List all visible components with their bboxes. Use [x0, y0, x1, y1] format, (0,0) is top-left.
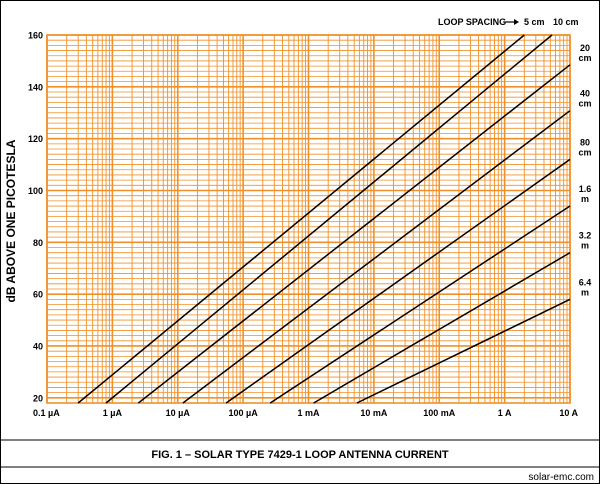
x-tick-label: 10 µA	[166, 408, 191, 418]
series-line	[77, 34, 525, 404]
y-axis-label: dB ABOVE ONE PICOTESLA	[4, 139, 18, 302]
series-line	[182, 110, 571, 404]
series-line	[105, 34, 553, 404]
legend-arrow	[505, 19, 519, 25]
series-line	[225, 158, 571, 404]
y-tick-label: 40	[33, 341, 43, 351]
loop-spacing-lines	[77, 34, 571, 404]
x-tick-label: 1 mA	[297, 408, 320, 418]
series-line	[137, 64, 571, 404]
series-label: 6.4 m	[579, 277, 592, 297]
grid	[46, 34, 571, 404]
series-label: 1.6 m	[579, 184, 592, 204]
figure-caption: FIG. 1 – SOLAR TYPE 7429-1 LOOP ANTENNA …	[151, 449, 449, 461]
y-tick-label: 80	[33, 238, 43, 248]
y-tick-label: 60	[33, 290, 43, 300]
series-label: 80 cm	[578, 137, 591, 157]
series-line	[269, 205, 571, 404]
legend-title: LOOP SPACING	[438, 17, 506, 27]
x-tick-label: 100 µA	[229, 408, 259, 418]
x-tick-label: 0.1 µA	[33, 408, 60, 418]
y-tick-label: 140	[28, 82, 43, 92]
series-line	[356, 298, 571, 404]
y-tick-label: 160	[28, 31, 43, 41]
x-tick-label: 100 mA	[423, 408, 456, 418]
y-tick-label: 20	[33, 393, 43, 403]
series-label: 3.2 m	[579, 231, 592, 251]
x-tick-label: 10 A	[559, 408, 578, 418]
x-tick-label: 1 A	[498, 408, 512, 418]
series-label: 20 cm	[578, 43, 591, 63]
x-tick-labels: 0.1 µA 1 µA 10 µA 100 µA 1 mA 10 mA 100 mA 1 A 1…	[33, 408, 578, 418]
y-tick-labels: 20 40 60 80 100 120 140 160	[28, 31, 43, 404]
series-label: 10 cm	[553, 17, 579, 27]
series-label: 40 cm	[578, 89, 591, 109]
plot-border	[46, 34, 571, 404]
series-labels: 5 cm 10 cm 20 cm 40 cm 80 cm 1.6 m 3.2 m 6.4 m	[524, 17, 592, 297]
y-tick-label: 120	[28, 134, 43, 144]
y-tick-label: 100	[28, 186, 43, 196]
x-tick-label: 10 mA	[360, 408, 388, 418]
x-tick-label: 1 µA	[103, 408, 123, 418]
credit-text: solar-emc.com	[528, 472, 594, 483]
series-label: 5 cm	[524, 17, 545, 27]
series-line	[313, 252, 571, 404]
